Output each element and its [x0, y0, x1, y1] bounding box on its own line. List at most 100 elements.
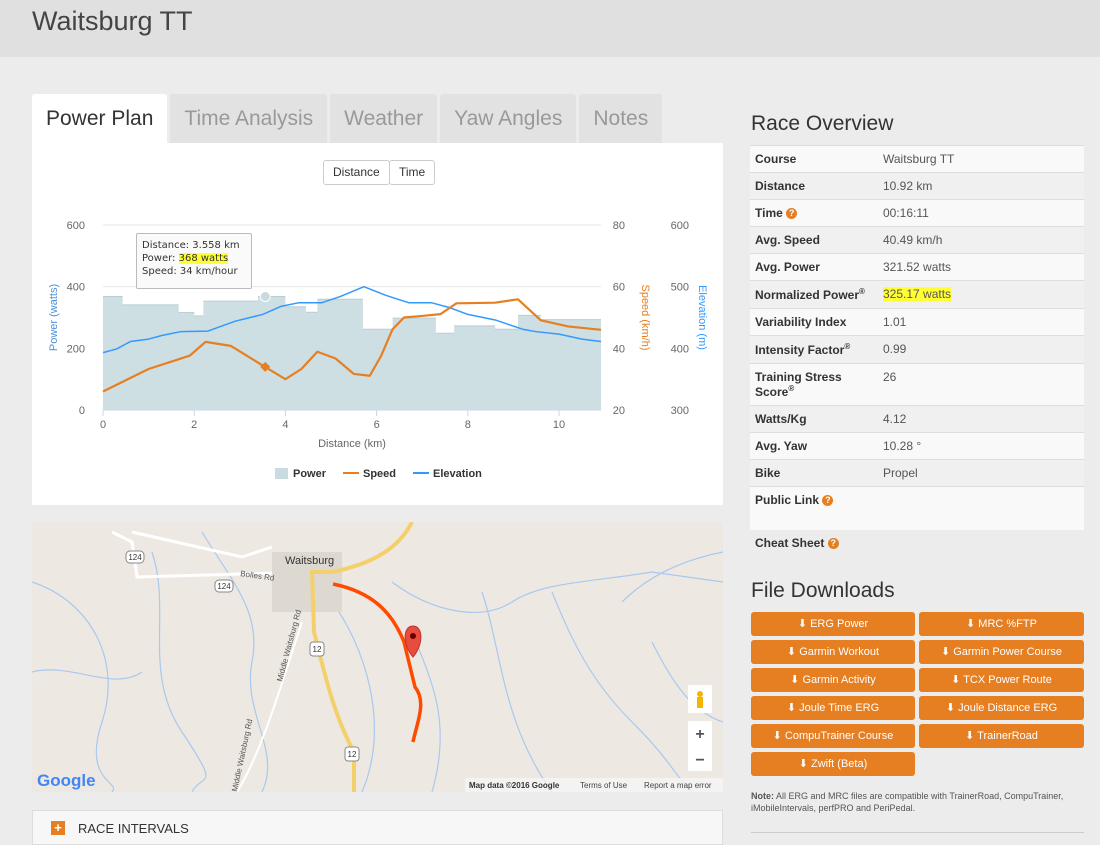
overview-value: 26 — [878, 363, 1084, 406]
elevation-tick-label: 500 — [671, 282, 689, 294]
map-marker-icon[interactable] — [404, 625, 422, 658]
overview-key: Time ? — [750, 199, 878, 227]
power-area — [103, 296, 601, 410]
speed-highlight-point — [260, 361, 271, 372]
overview-key: Avg. Power — [750, 253, 878, 281]
legend-elevation: Elevation — [433, 468, 482, 480]
download-button[interactable]: ⬇ Garmin Activity — [751, 668, 915, 692]
overview-value-text: Waitsburg TT — [883, 152, 955, 166]
time-toggle-button[interactable]: Time — [389, 160, 436, 185]
overview-value: 325.17 watts — [878, 280, 1084, 309]
tab-notes[interactable]: Notes — [579, 94, 663, 143]
overview-value: 40.49 km/h — [878, 226, 1084, 254]
overview-row: Time ? 00:16:11 — [750, 199, 1084, 227]
overview-key: Bike — [750, 459, 878, 487]
registered-mark: ® — [788, 384, 795, 393]
overview-key: Distance — [750, 172, 878, 200]
overview-key: Course — [750, 145, 878, 173]
download-button[interactable]: ⬇ Joule Time ERG — [751, 696, 915, 720]
overview-row: Cheat Sheet ? — [750, 529, 1084, 556]
download-button[interactable]: ⬇ CompuTrainer Course — [751, 724, 915, 748]
map-streams — [32, 531, 723, 792]
note-text: All ERG and MRC files are compatible wit… — [751, 791, 1064, 813]
tab-yaw-angles[interactable]: Yaw Angles — [440, 94, 577, 143]
elevation-tick-label: 400 — [671, 343, 689, 355]
overview-key: Intensity Factor® — [750, 335, 878, 364]
speed-axis-title: Speed (km/h) — [639, 284, 651, 350]
course-map[interactable]: Waitsburg Bolles Rd Middle Waitsburg Rd … — [32, 522, 723, 792]
tab-power-plan[interactable]: Power Plan — [32, 94, 168, 143]
overview-key-text: Intensity Factor — [755, 343, 845, 357]
download-button[interactable]: ⬇ Joule Distance ERG — [919, 696, 1084, 720]
download-icon: ⬇ — [786, 702, 797, 714]
overview-value-text: Propel — [883, 466, 918, 480]
legend-power-swatch — [275, 468, 288, 479]
registered-mark: ® — [844, 342, 851, 351]
overview-row: Normalized Power® 325.17 watts — [750, 280, 1084, 309]
elevation-line — [102, 285, 602, 354]
download-button[interactable]: ⬇ Garmin Power Course — [919, 640, 1084, 664]
download-button-label: Garmin Workout — [799, 646, 880, 658]
overview-key: Variability Index — [750, 308, 878, 336]
download-button-label: Joule Time ERG — [799, 702, 880, 714]
overview-key-text: Cheat Sheet — [755, 535, 825, 550]
overview-key-text: Avg. Yaw — [755, 439, 808, 453]
tooltip-distance: Distance: 3.558 km — [142, 240, 240, 251]
tab-time-analysis[interactable]: Time Analysis — [170, 94, 328, 143]
download-button-label: Zwift (Beta) — [811, 758, 868, 770]
download-button-label: MRC %FTP — [978, 618, 1037, 630]
terms-of-use-link[interactable]: Terms of Use — [580, 781, 628, 790]
zoom-out-button[interactable]: − — [695, 752, 704, 769]
overview-value-text: 325.17 watts — [883, 287, 952, 301]
overview-row: Avg. Power 321.52 watts — [750, 253, 1084, 281]
note-label: Note: — [751, 791, 774, 801]
download-button-label: TCX Power Route — [963, 674, 1052, 686]
overview-key-text: Distance — [755, 179, 806, 193]
map-canvas[interactable]: Waitsburg Bolles Rd Middle Waitsburg Rd … — [32, 522, 723, 792]
overview-key-text: Course — [755, 152, 797, 166]
power-tick-label: 400 — [67, 282, 85, 294]
download-icon: ⬇ — [797, 618, 808, 630]
legend-speed: Speed — [363, 468, 396, 480]
overview-key-text: Public Link — [755, 493, 820, 507]
route-shield: 12 — [313, 645, 322, 654]
overview-key: Normalized Power® — [750, 280, 878, 309]
help-icon[interactable]: ? — [827, 537, 839, 549]
help-icon[interactable]: ? — [822, 495, 834, 507]
power-tick-label: 600 — [67, 220, 85, 232]
overview-value-text: 10.92 km — [883, 179, 933, 193]
zoom-in-button[interactable]: + — [695, 726, 704, 743]
help-icon[interactable]: ? — [786, 208, 798, 220]
download-button[interactable]: ⬇ MRC %FTP — [919, 612, 1084, 636]
race-overview-title: Race Overview — [751, 112, 894, 135]
google-logo: Google — [37, 771, 96, 790]
map-label-road: Middle Waitsburg Rd — [230, 718, 254, 792]
map-label-road: Bolles Rd — [240, 569, 275, 583]
x-tick-label: 4 — [282, 419, 288, 431]
download-button-label: Garmin Power Course — [953, 646, 1063, 658]
race-intervals-panel[interactable]: + RACE INTERVALS — [32, 810, 723, 845]
download-button[interactable]: ⬇ TCX Power Route — [919, 668, 1084, 692]
route-shield: 124 — [217, 582, 231, 591]
speed-tick-label: 40 — [613, 343, 625, 355]
report-map-error-link[interactable]: Report a map error — [644, 781, 712, 790]
x-tick-label: 0 — [100, 419, 106, 431]
power-tick-label: 0 — [79, 405, 85, 417]
x-tick-label: 8 — [465, 419, 471, 431]
download-button[interactable]: ⬇ TrainerRoad — [919, 724, 1084, 748]
overview-row: Avg. Speed 40.49 km/h — [750, 226, 1084, 254]
overview-key: Cheat Sheet ? — [750, 529, 878, 556]
overview-value: 10.28 ° — [878, 432, 1084, 460]
download-icon: ⬇ — [951, 674, 961, 686]
overview-row: Training Stress Score® 26 — [750, 363, 1084, 406]
tab-weather[interactable]: Weather — [330, 94, 438, 143]
speed-tick-label: 60 — [613, 282, 625, 294]
overview-key-text: Watts/Kg — [755, 412, 807, 426]
download-button[interactable]: ⬇ Zwift (Beta) — [751, 752, 915, 776]
download-button[interactable]: ⬇ ERG Power — [751, 612, 915, 636]
overview-value — [878, 529, 1084, 556]
divider — [751, 832, 1084, 833]
expand-plus-icon[interactable]: + — [51, 821, 65, 835]
download-button[interactable]: ⬇ Garmin Workout — [751, 640, 915, 664]
distance-toggle-button[interactable]: Distance — [323, 160, 390, 185]
